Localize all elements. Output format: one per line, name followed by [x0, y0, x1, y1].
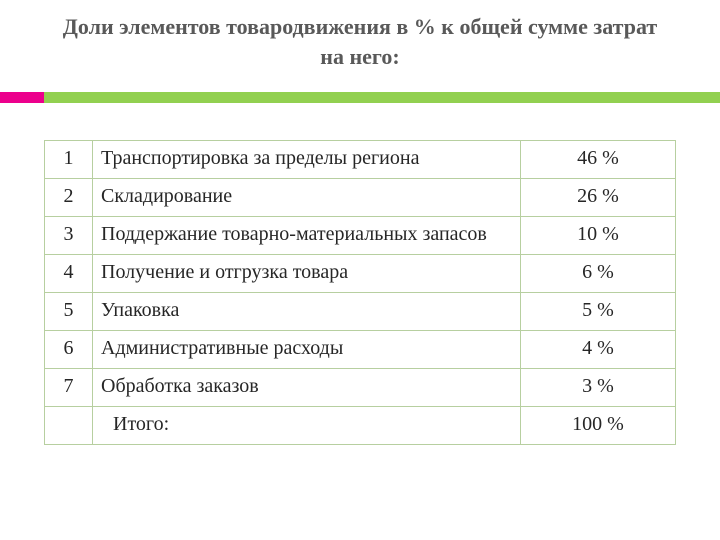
row-pct: 3 %: [521, 369, 676, 407]
row-pct: 6 %: [521, 255, 676, 293]
table-row: 6 Административные расходы 4 %: [45, 331, 676, 369]
row-pct: 26 %: [521, 179, 676, 217]
row-pct: 4 %: [521, 331, 676, 369]
table-row: 2 Складирование 26 %: [45, 179, 676, 217]
accent-bar: [0, 92, 720, 103]
table-row: 7 Обработка заказов 3 %: [45, 369, 676, 407]
row-number: 7: [45, 369, 93, 407]
total-blank: [45, 407, 93, 445]
row-label: Административные расходы: [93, 331, 521, 369]
distribution-table: 1 Транспортировка за пределы региона 46 …: [44, 140, 676, 445]
row-number: 1: [45, 141, 93, 179]
row-label: Поддержание товарно-материальных запасов: [93, 217, 521, 255]
row-number: 6: [45, 331, 93, 369]
table-total-row: Итого: 100 %: [45, 407, 676, 445]
table-row: 5 Упаковка 5 %: [45, 293, 676, 331]
total-label: Итого:: [93, 407, 521, 445]
row-pct: 5 %: [521, 293, 676, 331]
accent-tab: [0, 92, 44, 103]
row-number: 2: [45, 179, 93, 217]
row-number: 4: [45, 255, 93, 293]
row-pct: 10 %: [521, 217, 676, 255]
row-number: 5: [45, 293, 93, 331]
row-label: Упаковка: [93, 293, 521, 331]
row-label: Получение и отгрузка товара: [93, 255, 521, 293]
table-row: 3 Поддержание товарно-материальных запас…: [45, 217, 676, 255]
slide-title: Доли элементов товародвижения в % к обще…: [60, 12, 660, 71]
row-label: Транспортировка за пределы региона: [93, 141, 521, 179]
table-row: 1 Транспортировка за пределы региона 46 …: [45, 141, 676, 179]
row-label: Складирование: [93, 179, 521, 217]
table-row: 4 Получение и отгрузка товара 6 %: [45, 255, 676, 293]
row-label: Обработка заказов: [93, 369, 521, 407]
row-pct: 46 %: [521, 141, 676, 179]
row-number: 3: [45, 217, 93, 255]
total-pct: 100 %: [521, 407, 676, 445]
